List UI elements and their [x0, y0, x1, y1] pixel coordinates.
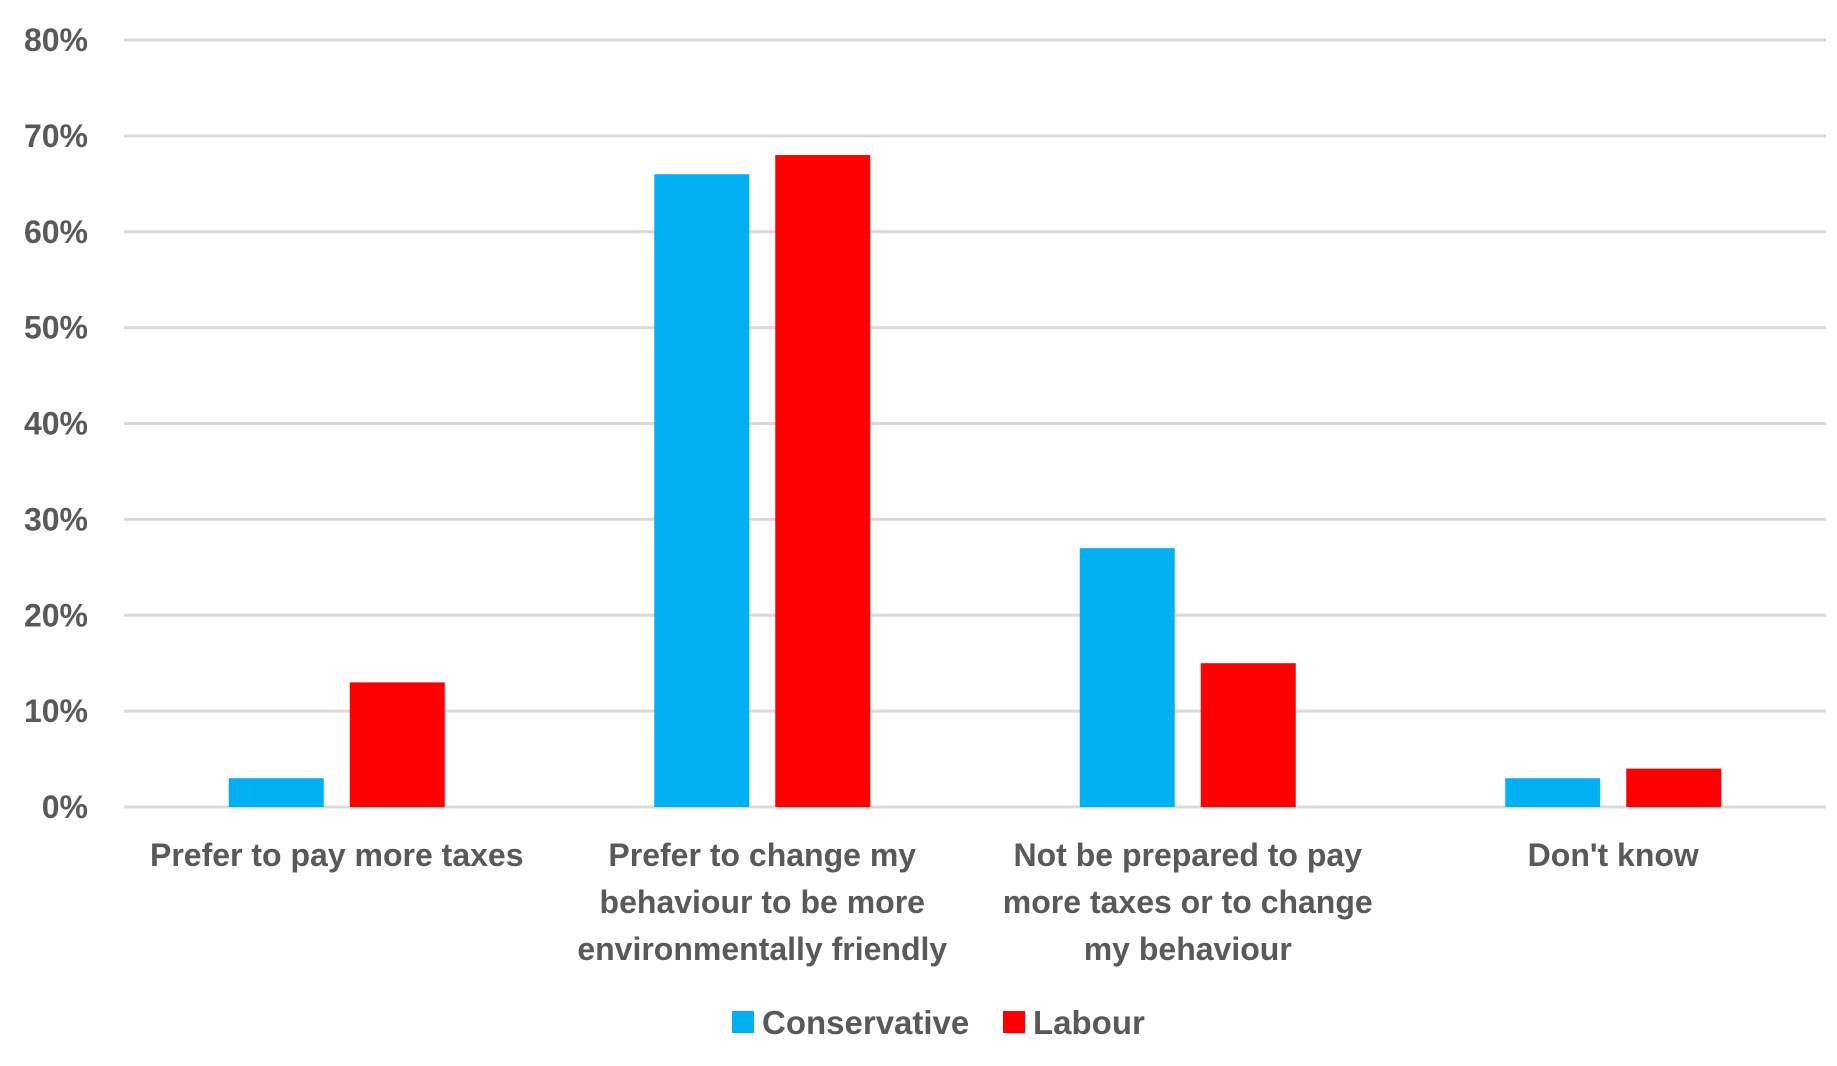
y-tick-label-0: 0%: [42, 789, 88, 825]
legend-label-labour: Labour: [1033, 1004, 1145, 1041]
legend-swatch-conservative: [732, 1011, 754, 1033]
bar-labour-0: [349, 682, 445, 807]
x-category-label-line: environmentally friendly: [577, 931, 947, 967]
y-tick-label-40: 40%: [24, 406, 88, 442]
x-category-label-line: Prefer to change my: [608, 837, 916, 873]
legend-label-conservative: Conservative: [762, 1004, 969, 1041]
y-tick-label-50: 50%: [24, 310, 88, 346]
x-category-label-line: more taxes or to change: [1003, 884, 1373, 920]
bar-conservative-0: [228, 778, 324, 807]
y-tick-label-60: 60%: [24, 214, 88, 250]
legend: Conservative Labour: [732, 1004, 1145, 1041]
y-tick-label-20: 20%: [24, 597, 88, 633]
x-category-label-0: Prefer to pay more taxes: [150, 837, 524, 873]
bar-conservative-3: [1505, 778, 1601, 807]
bars: [228, 155, 1722, 808]
y-tick-label-70: 70%: [24, 118, 88, 154]
y-axis-tick-labels: 0% 10% 20% 30% 40% 50% 60% 70% 80%: [24, 22, 88, 825]
legend-swatch-labour: [1003, 1011, 1025, 1033]
x-category-label-line: Not be prepared to pay: [1014, 837, 1363, 873]
x-axis-category-labels: Prefer to pay more taxes Prefer to change…: [150, 837, 1699, 967]
x-category-label-2: Not be prepared to pay more taxes or to c…: [1003, 837, 1373, 967]
x-category-label-1: Prefer to change my behaviour to be more e…: [577, 837, 947, 967]
bar-labour-2: [1200, 663, 1296, 807]
y-tick-label-30: 30%: [24, 501, 88, 537]
bar-conservative-2: [1079, 548, 1175, 807]
bar-labour-1: [775, 155, 871, 808]
x-category-label-line: behaviour to be more: [600, 884, 925, 920]
x-category-label-line: Don't know: [1528, 837, 1699, 873]
bar-conservative-1: [654, 174, 750, 808]
x-category-label-line: my behaviour: [1084, 931, 1292, 967]
x-category-label-3: Don't know: [1528, 837, 1699, 873]
bar-labour-3: [1626, 768, 1722, 807]
x-category-label-line: Prefer to pay more taxes: [150, 837, 524, 873]
y-tick-label-80: 80%: [24, 22, 88, 58]
y-tick-label-10: 10%: [24, 693, 88, 729]
